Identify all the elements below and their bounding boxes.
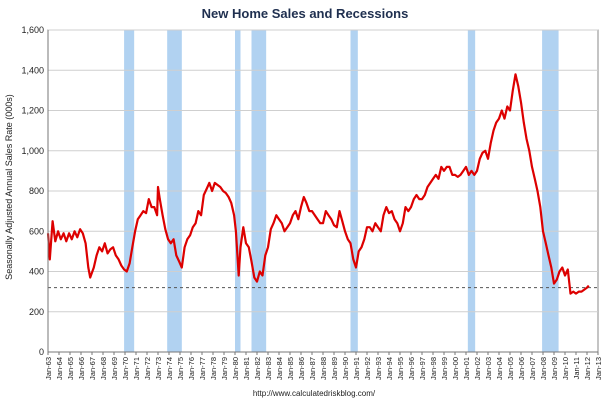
x-tick-label: Jan-05 [506, 357, 515, 380]
y-axis-label: Seasonally Adjusted Annual Sales Rate (0… [4, 94, 14, 280]
x-tick-label: Jan-69 [110, 357, 119, 380]
x-tick-label: Jan-90 [341, 357, 350, 380]
x-tick-label: Jan-67 [88, 357, 97, 380]
x-tick-label: Jan-79 [220, 357, 229, 380]
x-tick-label: Jan-98 [429, 357, 438, 380]
x-tick-label: Jan-02 [473, 357, 482, 380]
x-tick-label: Jan-83 [264, 357, 273, 380]
x-tick-label: Jan-82 [253, 357, 262, 380]
x-tick-label: Jan-96 [407, 357, 416, 380]
x-tick-label: Jan-91 [352, 357, 361, 380]
y-tick-label: 1,600 [21, 25, 44, 35]
y-tick-label: 600 [29, 226, 44, 236]
x-tick-label: Jan-09 [550, 357, 559, 380]
x-tick-label: Jan-04 [495, 357, 504, 380]
x-tick-label: Jan-72 [143, 357, 152, 380]
x-tick-label: Jan-01 [462, 357, 471, 380]
x-tick-label: Jan-80 [231, 357, 240, 380]
y-tick-label: 1,400 [21, 65, 44, 75]
x-tick-label: Jan-71 [132, 357, 141, 380]
x-tick-label: Jan-13 [594, 357, 603, 380]
x-tick-label: Jan-84 [275, 357, 284, 380]
y-tick-label: 400 [29, 267, 44, 277]
y-tick-label: 0 [39, 347, 44, 357]
x-tick-label: Jan-92 [363, 357, 372, 380]
x-tick-label: Jan-95 [396, 357, 405, 380]
x-tick-label: Jan-93 [374, 357, 383, 380]
x-tick-label: Jan-86 [297, 357, 306, 380]
source-text: http://www.calculatedriskblog.com/ [253, 389, 376, 398]
x-tick-label: Jan-10 [561, 357, 570, 380]
x-tick-label: Jan-78 [209, 357, 218, 380]
x-tick-label: Jan-66 [77, 357, 86, 380]
x-tick-label: Jan-08 [539, 357, 548, 380]
x-tick-labels: Jan-63 Jan-64 Jan-65 Jan-66 Jan-67 Jan-68 Jan-… [44, 352, 603, 380]
x-tick-label: Jan-85 [286, 357, 295, 380]
x-tick-label: Jan-63 [44, 357, 53, 380]
y-tick-label: 1,000 [21, 146, 44, 156]
x-tick-label: Jan-94 [385, 357, 394, 380]
x-tick-label: Jan-11 [572, 357, 581, 379]
x-tick-label: Jan-64 [55, 357, 64, 380]
y-tick-label: 200 [29, 307, 44, 317]
x-tick-label: Jan-03 [484, 357, 493, 380]
chart-title: New Home Sales and Recessions [202, 6, 409, 21]
x-tick-label: Jan-87 [308, 357, 317, 380]
series-lines [46, 73, 590, 295]
x-tick-label: Jan-81 [242, 357, 251, 380]
x-tick-label: Jan-70 [121, 357, 130, 380]
x-tick-label: Jan-65 [66, 357, 75, 380]
x-tick-label: Jan-76 [187, 357, 196, 380]
x-tick-label: Jan-73 [154, 357, 163, 380]
x-tick-label: Jan-75 [176, 357, 185, 380]
series-line [46, 73, 590, 295]
x-tick-label: Jan-07 [528, 357, 537, 380]
x-tick-label: Jan-68 [99, 357, 108, 380]
x-tick-label: Jan-97 [418, 357, 427, 380]
y-tick-label: 800 [29, 186, 44, 196]
x-tick-label: Jan-88 [319, 357, 328, 380]
x-tick-label: Jan-99 [440, 357, 449, 380]
x-tick-label: Jan-89 [330, 357, 339, 380]
x-tick-label: Jan-06 [517, 357, 526, 380]
x-tick-label: Jan-77 [198, 357, 207, 380]
x-tick-label: Jan-74 [165, 357, 174, 380]
x-tick-label: Jan-00 [451, 357, 460, 380]
x-tick-label: Jan-12 [583, 357, 592, 380]
y-tick-labels: 0 200 400 600 800 1,000 1,200 1,400 1,600 [21, 25, 44, 357]
y-tick-label: 1,200 [21, 106, 44, 116]
